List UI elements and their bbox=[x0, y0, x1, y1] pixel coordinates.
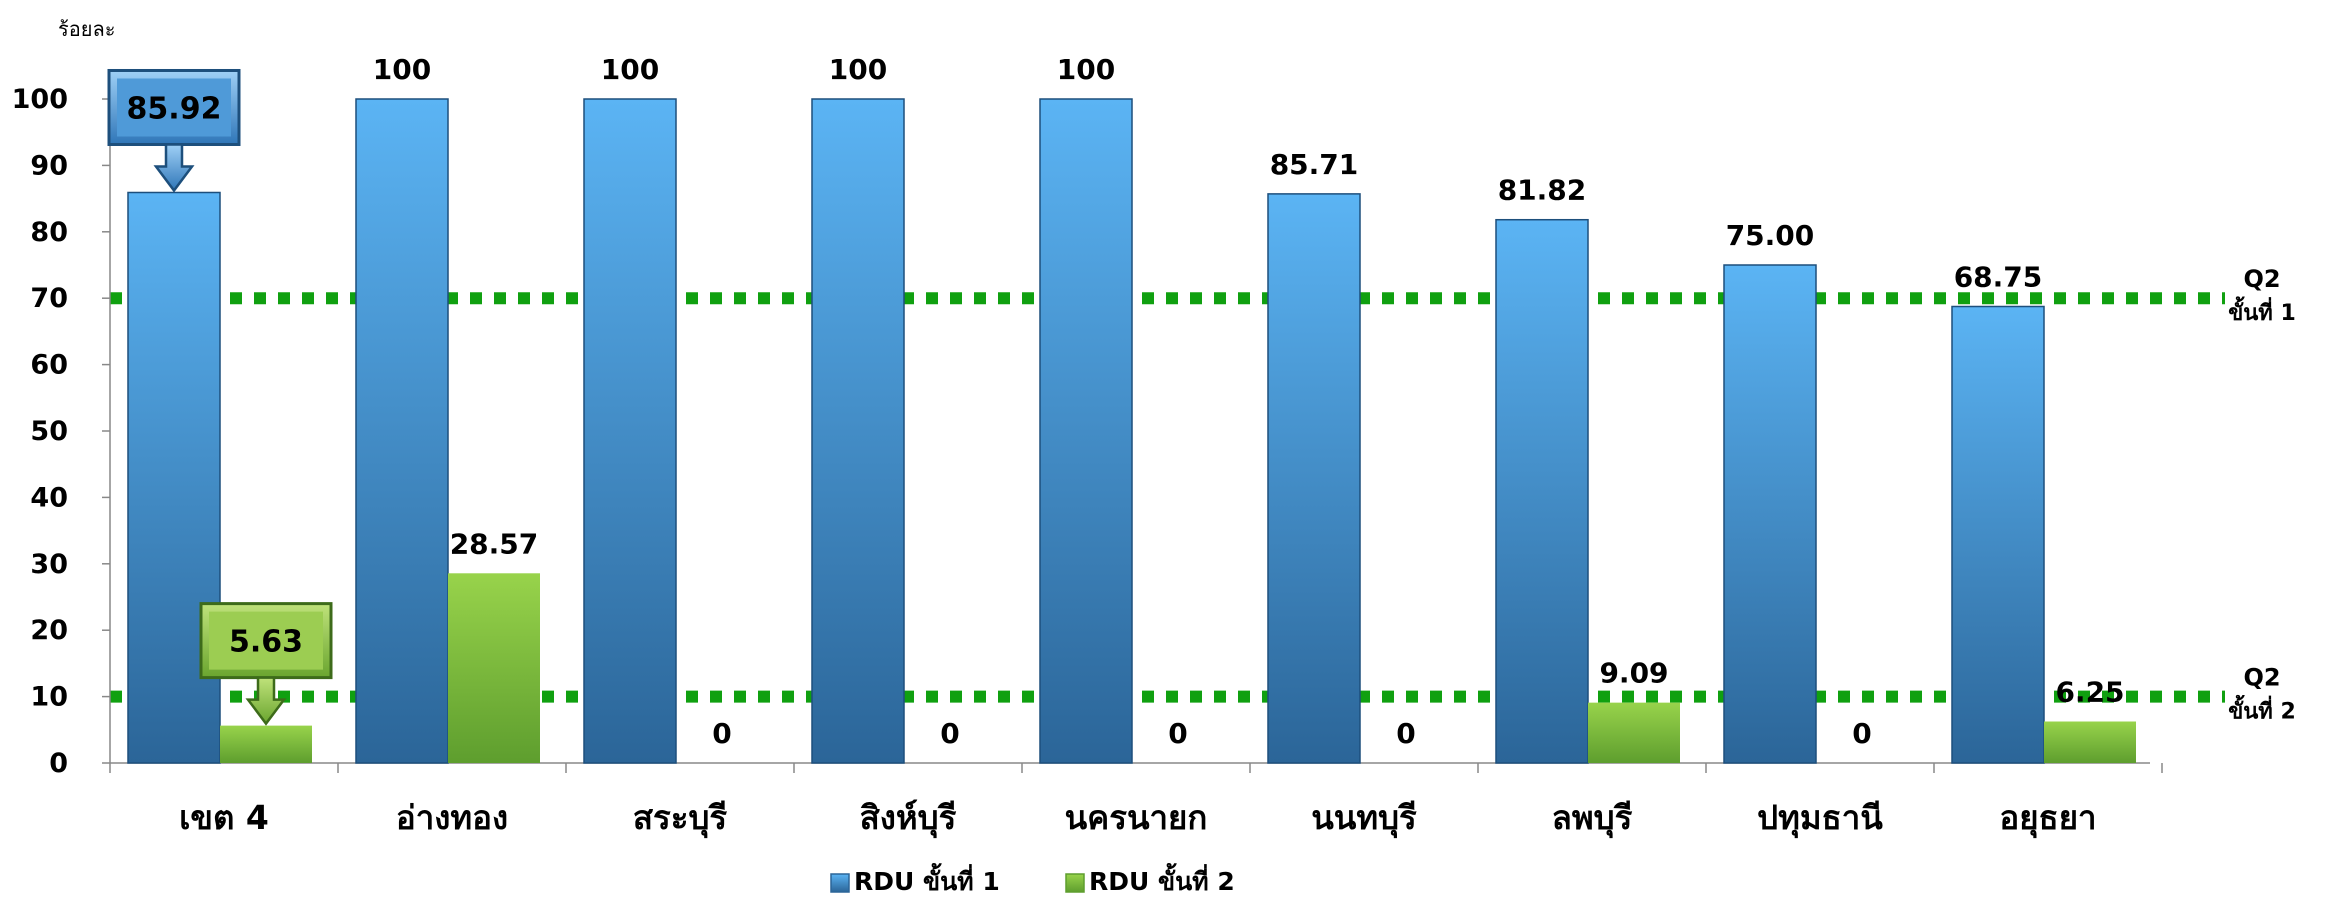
data-label-rdu-1: 85.71 bbox=[1270, 148, 1359, 181]
data-label-rdu-2: 0 bbox=[1852, 717, 1871, 750]
legend: RDU ขั้นที่ 1 RDU ขั้นที่ 2 bbox=[830, 862, 1235, 896]
bar-rdu-1 bbox=[811, 98, 905, 764]
data-label-rdu-2: 0 bbox=[1396, 717, 1415, 750]
reference-line-label: ขั้นที่ 2 bbox=[2228, 695, 2296, 725]
bar-rdu-1 bbox=[1039, 98, 1133, 764]
y-tick-label: 80 bbox=[30, 217, 68, 248]
x-category-label: สระบุรี bbox=[633, 798, 728, 839]
bar-rdu-1 bbox=[1951, 305, 2045, 764]
bars bbox=[127, 98, 2136, 764]
data-label-rdu-1: 75.00 bbox=[1726, 219, 1815, 252]
data-label-rdu-1: 100 bbox=[601, 53, 659, 86]
legend-label-rdu-2: RDU ขั้นที่ 2 bbox=[1089, 862, 1235, 896]
bar-rdu-2 bbox=[220, 725, 312, 763]
callout-arrow bbox=[245, 676, 287, 726]
callout-inner bbox=[117, 78, 231, 137]
callout-arrow bbox=[153, 143, 195, 193]
callout-label: 5.63 bbox=[229, 625, 303, 660]
reference-line-label: Q2 bbox=[2243, 265, 2280, 293]
data-label-rdu-1: 100 bbox=[1057, 53, 1115, 86]
y-tick-label: 100 bbox=[12, 84, 68, 115]
x-category-label: สิงห์บุรี bbox=[860, 798, 957, 839]
bar-rdu-2 bbox=[2044, 721, 2136, 763]
y-tick-label: 20 bbox=[30, 615, 68, 646]
data-label-rdu-2: 6.25 bbox=[2055, 676, 2124, 709]
reference-line-label: Q2 bbox=[2243, 664, 2280, 692]
y-tick-label: 70 bbox=[30, 283, 68, 314]
bar-rdu-2 bbox=[1588, 702, 1680, 763]
x-category-label: อ่างทอง bbox=[396, 798, 508, 837]
y-axis-title: ร้อยละ bbox=[58, 17, 115, 41]
y-tick-label: 10 bbox=[30, 682, 68, 713]
y-tick-label: 0 bbox=[49, 748, 68, 779]
legend-swatch-rdu-1 bbox=[830, 873, 850, 893]
data-labels: 100 100 100 100 85.71 81.82 75.00 68.75 28.57 0 0 0… bbox=[373, 53, 2125, 750]
bar-rdu-2 bbox=[448, 573, 540, 763]
legend-swatch-rdu-2 bbox=[1065, 873, 1085, 893]
bar-rdu-1 bbox=[1495, 218, 1589, 764]
reference-lines: Q2 ขั้นที่ 1 Q2 ขั้นที่ 2 bbox=[110, 265, 2296, 725]
data-label-rdu-2: 9.09 bbox=[1599, 657, 1668, 690]
data-label-rdu-2: 0 bbox=[712, 717, 731, 750]
x-category-label: ปทุมธานี bbox=[1757, 798, 1883, 839]
axes: 0 10 20 30 40 50 60 70 80 90 100 เขต 4 อ่างทอง สระบุร… bbox=[12, 84, 2163, 839]
x-category-label: เขต 4 bbox=[179, 798, 269, 837]
data-label-rdu-1: 100 bbox=[373, 53, 431, 86]
data-label-rdu-2: 28.57 bbox=[450, 527, 539, 560]
x-category-label: นครนายก bbox=[1065, 798, 1208, 837]
bar-rdu-1 bbox=[1723, 264, 1817, 764]
y-tick-label: 40 bbox=[30, 482, 68, 513]
x-category-label: ลพบุรี bbox=[1552, 798, 1633, 839]
y-tick-label: 90 bbox=[30, 150, 68, 181]
callout-inner bbox=[209, 611, 323, 670]
y-tick-label: 60 bbox=[30, 350, 68, 381]
bar-rdu-1 bbox=[583, 98, 677, 764]
callout-rdu-1: 85.92 bbox=[107, 68, 241, 193]
data-label-rdu-1: 81.82 bbox=[1498, 174, 1587, 207]
y-tick-label: 30 bbox=[30, 549, 68, 580]
callouts: 85.92 5.63 bbox=[107, 68, 333, 726]
data-label-rdu-1: 100 bbox=[829, 53, 887, 86]
callout-rdu-2: 5.63 bbox=[199, 602, 333, 726]
callout-label: 85.92 bbox=[127, 91, 222, 126]
bar-rdu-1 bbox=[355, 98, 449, 764]
legend-label-rdu-1: RDU ขั้นที่ 1 bbox=[854, 862, 1000, 896]
y-tick-label: 50 bbox=[30, 416, 68, 447]
reference-line-label: ขั้นที่ 1 bbox=[2228, 296, 2296, 326]
x-category-label: นนทบุรี bbox=[1311, 798, 1417, 839]
data-label-rdu-2: 0 bbox=[940, 717, 959, 750]
data-label-rdu-1: 68.75 bbox=[1954, 261, 2043, 294]
x-category-label: อยุธยา bbox=[1999, 798, 2096, 839]
data-label-rdu-2: 0 bbox=[1168, 717, 1187, 750]
bar-rdu-1 bbox=[1267, 193, 1361, 764]
